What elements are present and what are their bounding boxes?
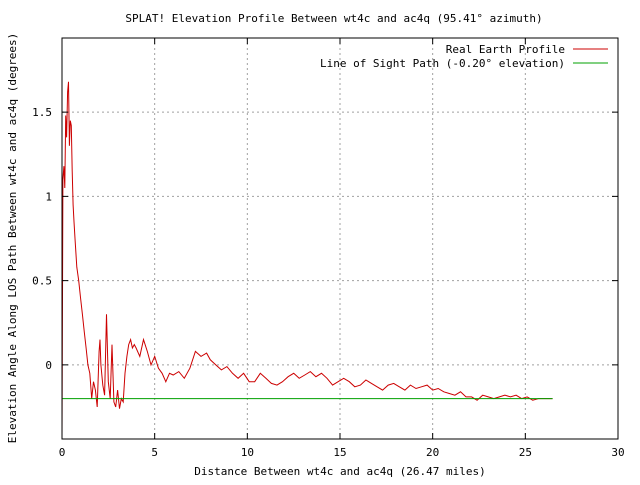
- x-tick-label: 15: [333, 446, 346, 459]
- y-tick-label: 0: [45, 359, 52, 372]
- chart-title: SPLAT! Elevation Profile Between wt4c an…: [125, 12, 542, 25]
- grid: [62, 38, 618, 439]
- x-tick-label: 25: [519, 446, 532, 459]
- x-tick-label: 30: [611, 446, 624, 459]
- y-tick-label: 0.5: [32, 275, 52, 288]
- legend-label: Line of Sight Path (-0.20° elevation): [320, 57, 565, 70]
- y-tick-label: 1.5: [32, 106, 52, 119]
- real-earth-profile-line: [61, 81, 553, 440]
- x-tick-label: 5: [151, 446, 158, 459]
- ticks: 0 5 10 15 20 25 30 0 0.5 1 1.5: [32, 38, 625, 459]
- x-tick-label: 20: [426, 446, 439, 459]
- legend-label: Real Earth Profile: [446, 43, 565, 56]
- x-axis-label: Distance Between wt4c and ac4q (26.47 mi…: [194, 465, 485, 478]
- y-axis-label: Elevation Angle Along LOS Path Between w…: [6, 33, 19, 444]
- x-tick-label: 0: [59, 446, 66, 459]
- series-layer: [61, 81, 553, 440]
- x-tick-label: 10: [241, 446, 254, 459]
- y-tick-label: 1: [45, 190, 52, 203]
